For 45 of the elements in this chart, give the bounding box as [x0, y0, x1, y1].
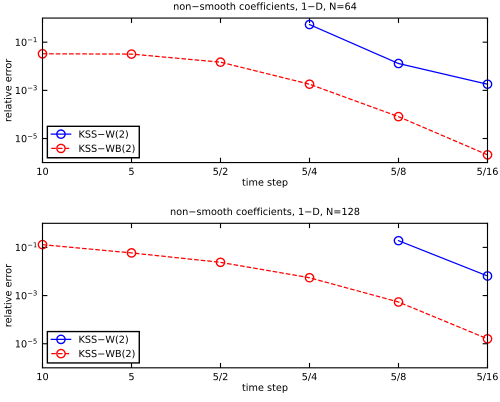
point — [394, 236, 404, 246]
y-tick-label: 10$^{−3}$ — [16, 290, 37, 300]
chart-title: non−smooth coefficients, 1−D, N=128 — [170, 208, 360, 216]
x-tick-label: 5/8 — [391, 168, 406, 176]
y-tick-label: 10$^{−3}$ — [16, 85, 37, 94]
point — [126, 49, 136, 59]
point — [394, 297, 404, 307]
x-axis-title: time step — [242, 383, 288, 393]
x-tick-label: 5/4 — [302, 372, 317, 381]
x-tick-label: 5/16 — [477, 372, 498, 381]
x-tick-label: 10 — [37, 372, 48, 380]
x-axis-title: time step — [242, 178, 288, 188]
point — [216, 257, 226, 268]
x-tick-label: 5/4 — [302, 168, 317, 176]
x-tick-label: 5/2 — [213, 372, 228, 381]
x-tick-label: 5/8 — [391, 372, 406, 381]
y-axis-title: relative error — [4, 58, 12, 122]
chart-title: non−smooth coefficients, 1−D, N=64 — [174, 2, 356, 11]
x-tick-label: 5 — [129, 372, 134, 380]
point — [38, 48, 48, 59]
y-axis-title: relative error — [4, 264, 12, 326]
legend-label: KSS−W(2) — [79, 130, 128, 139]
x-tick-label: 5 — [129, 168, 134, 175]
legend-label: KSS−WB(2) — [79, 144, 135, 154]
x-tick-label: 5/2 — [213, 168, 228, 176]
point — [304, 20, 314, 30]
y-tick-label: 10$^{−1}$ — [16, 242, 37, 252]
point — [304, 79, 314, 90]
point — [482, 150, 492, 160]
x-tick-label: 5/16 — [477, 168, 498, 176]
point — [482, 334, 492, 344]
point — [482, 271, 492, 281]
y-tick-label: 10$^{−5}$ — [16, 133, 37, 142]
point — [216, 57, 226, 68]
legend-label: KSS−WB(2) — [79, 350, 135, 358]
point — [304, 272, 314, 283]
x-tick-label: 10 — [37, 168, 48, 175]
point — [482, 79, 492, 90]
point — [38, 240, 48, 250]
point — [394, 112, 404, 122]
point — [126, 248, 136, 258]
point — [394, 58, 404, 68]
y-tick-label: 10$^{−5}$ — [16, 338, 37, 348]
y-tick-label: 10$^{−1}$ — [16, 37, 37, 46]
legend-label: KSS−W(2) — [79, 335, 128, 344]
